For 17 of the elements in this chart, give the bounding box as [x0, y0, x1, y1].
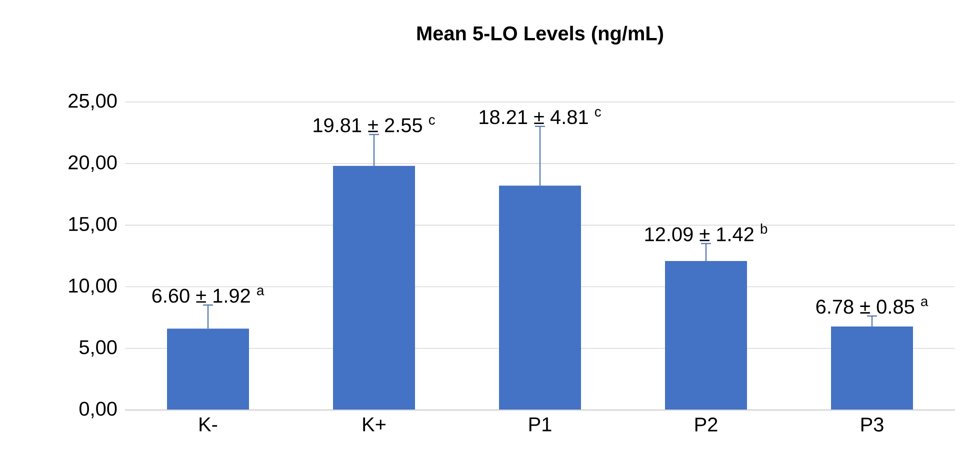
y-tick-label: 10,00 — [69, 278, 117, 296]
x-tick-label: P2 — [695, 418, 718, 432]
data-label: 6.60 ± 1.92 $^{a}$ — [152, 288, 264, 303]
x-tick-label: K+ — [363, 418, 386, 432]
data-label: 19.81 ± 2.55 $^{c}$ — [314, 117, 435, 132]
y-tick-label: 15,00 — [69, 216, 117, 234]
data-label: 18.21 ± 4.81 $^{c}$ — [480, 108, 601, 124]
y-tick-label: 20,00 — [68, 155, 117, 172]
x-tick-label: P3 — [861, 418, 884, 432]
y-tick-label: 5,00 — [80, 340, 117, 357]
data-label: 12.09 ± 1.42 $^{b}$ — [645, 224, 768, 242]
chart-title: Mean 5-LO Levels (ng/mL) — [417, 26, 664, 44]
x-tick-label: P1 — [529, 418, 552, 432]
data-label: 6.78 ± 0.85 $^{a}$ — [816, 298, 928, 314]
x-tick-label: K- — [200, 418, 218, 432]
y-tick-label: 25,00 — [68, 94, 117, 110]
y-tick-label: 0,00 — [79, 402, 117, 418]
